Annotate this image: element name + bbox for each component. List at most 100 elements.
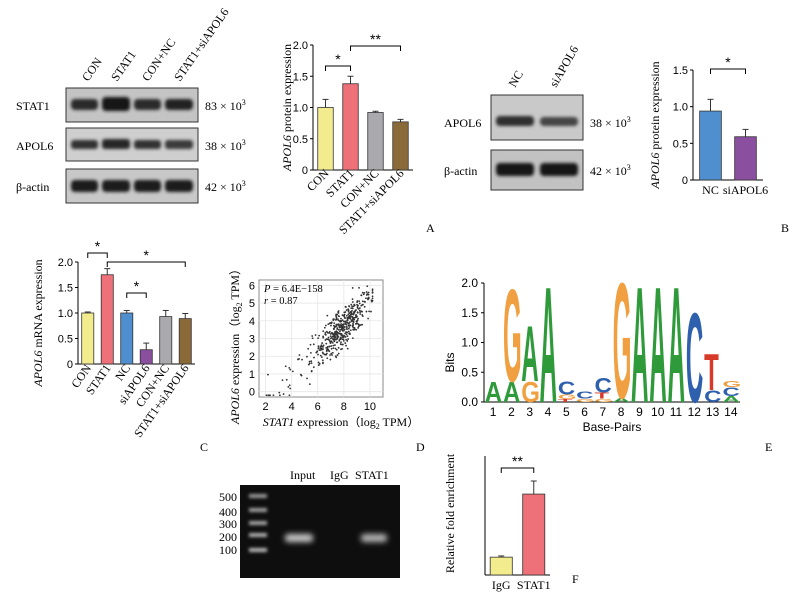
- panel-letter-c: C: [200, 440, 208, 454]
- scatter-point: [345, 306, 347, 308]
- scatter-point: [357, 327, 360, 329]
- scatter-point: [329, 337, 332, 340]
- scatter-point: [320, 356, 323, 359]
- scatter-point: [344, 342, 347, 344]
- blot-bands-actin: [496, 163, 578, 176]
- scatter-point: [321, 342, 324, 344]
- scatter-point: [320, 345, 323, 348]
- x-tick-label: IgG: [492, 578, 511, 592]
- scatter-point: [353, 316, 356, 319]
- scatter-point: [318, 362, 321, 365]
- scatter-point: [351, 317, 354, 320]
- y-tick-label: 2.0: [58, 257, 73, 269]
- scatter-point: [328, 345, 331, 348]
- blot-size-label: 42 × 103: [590, 163, 631, 178]
- y-tick-label: 1.5: [293, 71, 308, 83]
- scatter-point: [371, 297, 374, 300]
- logo-letter: A: [631, 254, 648, 439]
- scatter-point: [351, 305, 354, 308]
- scatter-point: [370, 310, 372, 313]
- scatter-point: [342, 314, 344, 317]
- scatter-point: [358, 300, 361, 303]
- logo-letter: G: [521, 376, 540, 409]
- x-tick-label: 3: [526, 405, 533, 419]
- scatter-point: [272, 394, 275, 397]
- x-axis-label: Base-Pairs: [583, 420, 642, 434]
- scatter-point: [336, 313, 339, 316]
- blot-size-label: 38 × 103: [205, 138, 246, 153]
- scatter-point: [347, 330, 350, 333]
- scatter-point: [298, 354, 301, 356]
- scatter-point: [348, 332, 351, 335]
- y-tick-label: 2: [249, 351, 255, 363]
- scatter-point: [341, 343, 344, 346]
- scatter-point: [278, 391, 281, 394]
- scatter-point: [307, 347, 310, 350]
- significance-bracket: [325, 65, 351, 71]
- scatter-point: [356, 311, 359, 314]
- panel-c-bar-chart: 00.51.01.52.0CONSTAT1NCsiAPOL6CON+NCSTAT…: [31, 238, 195, 440]
- y-axis-label: APOL6 expression（log2 TPM）: [228, 263, 244, 425]
- y-tick-label: 6: [249, 280, 255, 292]
- scatter-point: [340, 334, 343, 337]
- scatter-point: [331, 333, 334, 335]
- scatter-point: [332, 344, 335, 347]
- blot-protein-label: APOL6: [444, 116, 481, 130]
- scatter-point: [339, 330, 341, 333]
- scatter-point: [301, 358, 303, 361]
- scatter-point: [341, 325, 344, 328]
- scatter-point: [356, 300, 359, 302]
- scatter-point: [349, 321, 351, 324]
- scatter-point: [351, 301, 354, 303]
- scatter-point: [348, 326, 351, 328]
- scatter-point: [328, 340, 331, 342]
- scatter-point: [330, 345, 333, 347]
- scatter-point: [310, 360, 313, 363]
- scatter-point: [322, 352, 324, 355]
- scatter-point: [353, 328, 356, 331]
- scatter-point: [361, 323, 364, 326]
- scatter-point: [339, 328, 342, 331]
- blot-bands-apol6: [496, 116, 578, 126]
- scatter-point: [348, 305, 350, 307]
- scatter-point: [348, 312, 351, 315]
- logo-letter: G: [503, 263, 522, 410]
- x-tick-label: 6: [581, 405, 588, 419]
- y-tick-label: 0: [302, 165, 308, 177]
- scatter-point: [333, 322, 336, 325]
- scatter-point: [335, 316, 338, 319]
- significance-bracket: [106, 261, 186, 267]
- blot-bands-apol6: [71, 139, 193, 149]
- scatter-point: [285, 378, 288, 381]
- scatter-point: [347, 310, 350, 313]
- blot-size-label: 83 × 103: [205, 98, 246, 113]
- panel-letter-d: D: [416, 440, 425, 454]
- scatter-point: [327, 348, 330, 351]
- bar: [120, 312, 134, 365]
- scatter-point: [359, 324, 362, 326]
- scatter-point: [347, 313, 350, 316]
- scatter-point: [371, 288, 374, 291]
- scatter-point: [333, 340, 336, 343]
- scatter-point: [351, 337, 354, 340]
- scatter-point: [319, 354, 322, 357]
- scatter-point: [306, 355, 308, 358]
- scatter-point: [325, 330, 328, 333]
- scatter-point: [329, 322, 331, 325]
- scatter-point: [346, 340, 349, 342]
- scatter-point: [360, 294, 363, 297]
- scatter-point: [349, 329, 352, 332]
- x-tick-label: 8: [341, 401, 347, 413]
- scatter-point: [338, 339, 341, 342]
- scatter-point: [337, 311, 339, 313]
- panel-letter-b: B: [781, 221, 789, 235]
- scatter-point: [323, 353, 326, 356]
- logo-letter: A: [503, 376, 520, 409]
- scatter-point: [331, 335, 334, 338]
- x-tick-label: 11: [670, 405, 683, 419]
- logo-letter: A: [521, 311, 538, 399]
- gel-background: [240, 485, 400, 578]
